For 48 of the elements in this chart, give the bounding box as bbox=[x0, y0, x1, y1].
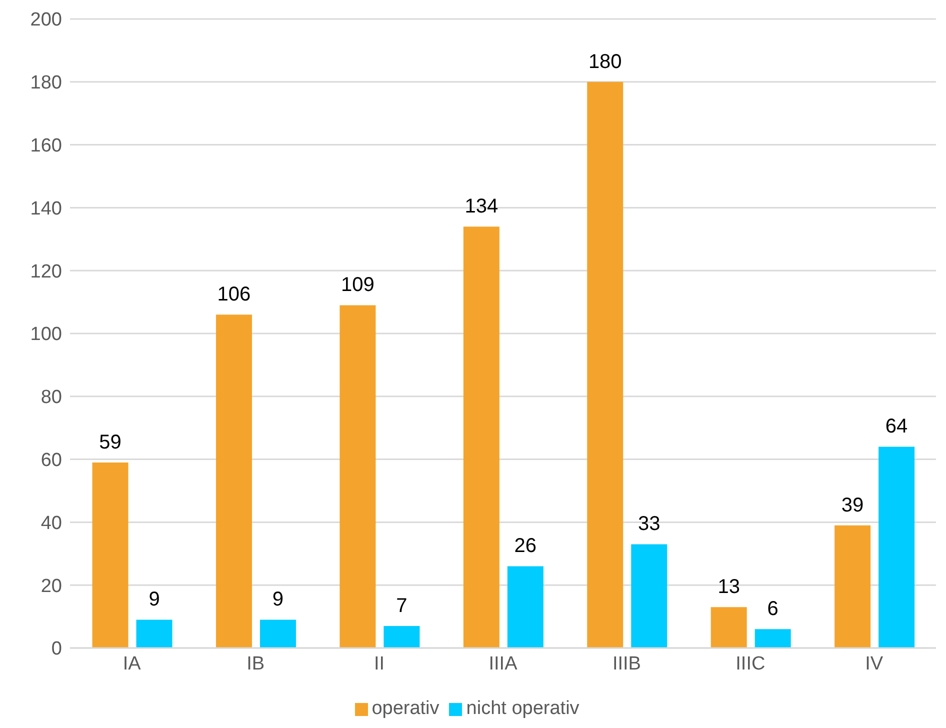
data-label: 13 bbox=[718, 576, 740, 598]
bar bbox=[754, 629, 791, 648]
x-tick-label: IIIB bbox=[612, 653, 641, 674]
legend-label: nicht operativ bbox=[466, 698, 580, 719]
y-tick-label: 0 bbox=[51, 638, 62, 660]
data-label: 64 bbox=[885, 416, 908, 438]
data-label: 59 bbox=[99, 431, 122, 454]
y-tick-label: 100 bbox=[30, 324, 62, 346]
bar bbox=[216, 314, 252, 648]
x-tick-label: II bbox=[374, 653, 385, 674]
data-label: 33 bbox=[638, 513, 660, 536]
bar bbox=[260, 620, 296, 648]
data-label: 6 bbox=[767, 598, 778, 620]
data-label: 9 bbox=[148, 588, 160, 611]
y-tick-label: 20 bbox=[40, 576, 62, 597]
x-tick-label: IA bbox=[122, 653, 142, 674]
y-tick-label: 160 bbox=[30, 136, 62, 157]
data-label: 39 bbox=[841, 494, 864, 516]
y-tick-label: 180 bbox=[30, 72, 62, 94]
bar bbox=[340, 305, 376, 648]
bar bbox=[463, 226, 500, 648]
y-tick-label: 140 bbox=[30, 198, 62, 220]
y-tick-label: 80 bbox=[40, 387, 62, 408]
bar bbox=[136, 620, 172, 648]
y-tick-label: 120 bbox=[30, 261, 62, 282]
y-tick-label: 200 bbox=[30, 10, 62, 31]
bar bbox=[631, 544, 668, 648]
y-tick-label: 60 bbox=[40, 450, 62, 472]
bar bbox=[710, 607, 747, 648]
data-label: 180 bbox=[588, 50, 622, 73]
bar bbox=[878, 446, 915, 648]
x-tick-label: IIIA bbox=[488, 653, 518, 674]
data-label: 109 bbox=[341, 274, 374, 296]
bar bbox=[834, 525, 871, 648]
bar bbox=[587, 82, 624, 648]
x-tick-label: IB bbox=[246, 653, 265, 674]
x-tick-label: IIIC bbox=[736, 653, 766, 674]
bar bbox=[507, 566, 544, 648]
data-label: 9 bbox=[272, 588, 284, 611]
bar bbox=[384, 626, 420, 648]
legend-label: operativ bbox=[372, 698, 440, 719]
data-label: 106 bbox=[217, 284, 251, 306]
data-label: 26 bbox=[514, 535, 537, 558]
bar bbox=[92, 462, 128, 648]
data-label: 134 bbox=[464, 196, 498, 218]
x-tick-label: IV bbox=[865, 653, 884, 674]
data-label: 7 bbox=[396, 594, 408, 617]
y-tick-label: 40 bbox=[40, 512, 62, 534]
